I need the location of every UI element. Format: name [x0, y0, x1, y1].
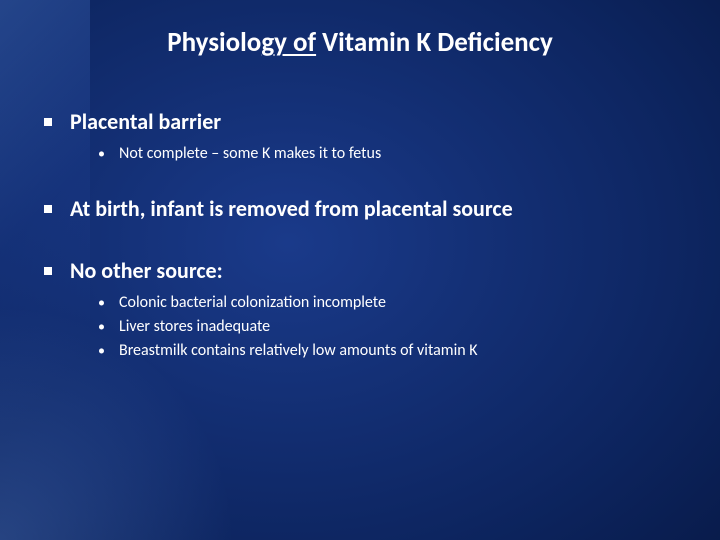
- bullet-level2: • Colonic bacterial colonization incompl…: [98, 292, 676, 314]
- spacer: [44, 167, 676, 195]
- bullet-level2: • Liver stores inadequate: [98, 316, 676, 338]
- subbullet-text: Not complete – some K makes it to fetus: [119, 143, 381, 165]
- square-bullet-icon: [44, 118, 52, 126]
- bullet-text: At birth, infant is removed from placent…: [70, 195, 513, 224]
- bullet-text: Placental barrier: [70, 108, 221, 137]
- bullet-level1: At birth, infant is removed from placent…: [44, 195, 676, 224]
- bullet-level2: • Breastmilk contains relatively low amo…: [98, 340, 676, 362]
- title-underlined: gy of: [261, 26, 316, 59]
- title-suffix: Vitamin K Deficiency: [316, 26, 553, 59]
- slide: Physiology of Vitamin K Deficiency Place…: [0, 0, 720, 540]
- dot-bullet-icon: •: [98, 143, 105, 165]
- bullet-level1: No other source:: [44, 257, 676, 286]
- dot-bullet-icon: •: [98, 340, 105, 362]
- subbullet-text: Colonic bacterial colonization incomplet…: [119, 292, 386, 314]
- title-prefix: Physiolo: [167, 26, 261, 59]
- spacer: [44, 229, 676, 257]
- dot-bullet-icon: •: [98, 316, 105, 338]
- bullet-text: No other source:: [70, 257, 223, 286]
- dot-bullet-icon: •: [98, 292, 105, 314]
- square-bullet-icon: [44, 205, 52, 213]
- square-bullet-icon: [44, 267, 52, 275]
- slide-content: Placental barrier • Not complete – some …: [44, 108, 676, 364]
- bullet-level2: • Not complete – some K makes it to fetu…: [98, 143, 676, 165]
- bullet-level1: Placental barrier: [44, 108, 676, 137]
- slide-title: Physiology of Vitamin K Deficiency: [0, 26, 720, 59]
- subbullet-text: Liver stores inadequate: [119, 316, 270, 338]
- subbullet-text: Breastmilk contains relatively low amoun…: [119, 340, 478, 362]
